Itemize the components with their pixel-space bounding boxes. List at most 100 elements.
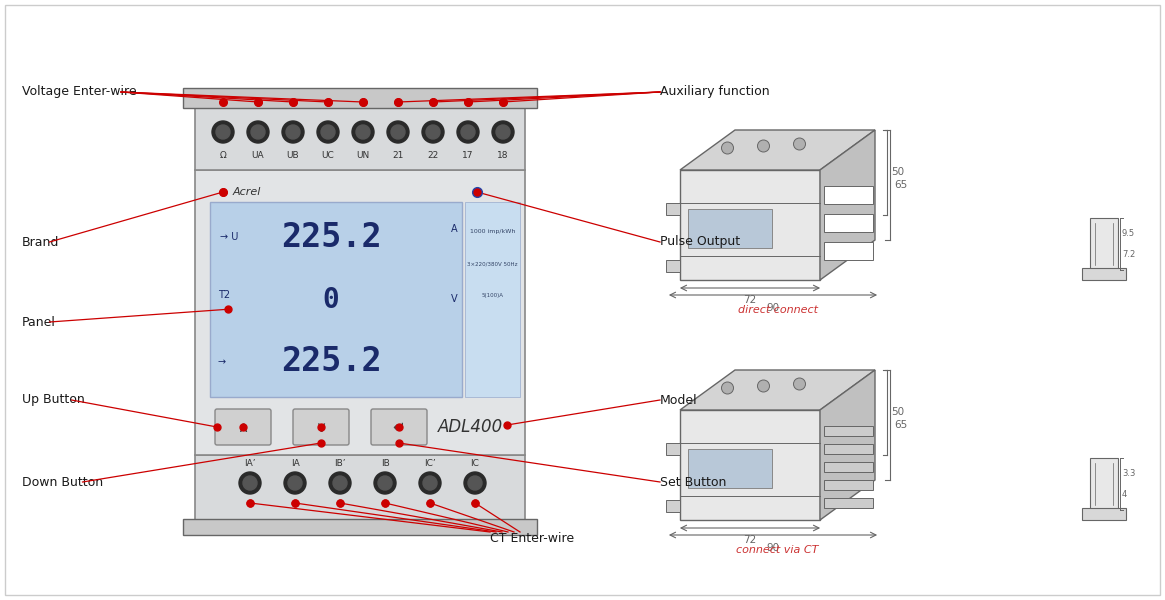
Bar	[183, 88, 537, 108]
Text: 0: 0	[323, 286, 339, 313]
Circle shape	[247, 121, 269, 143]
Bar	[666, 203, 680, 215]
Circle shape	[250, 125, 264, 139]
Text: 65: 65	[894, 420, 908, 430]
Text: 50: 50	[891, 167, 904, 178]
Text: 4: 4	[1122, 490, 1128, 499]
Bar	[824, 242, 873, 260]
Text: ↵: ↵	[393, 419, 405, 434]
Circle shape	[426, 125, 440, 139]
Bar	[1090, 458, 1118, 510]
Text: 50: 50	[891, 407, 904, 418]
Bar	[183, 519, 537, 535]
Text: 72: 72	[743, 535, 756, 545]
Circle shape	[288, 476, 302, 490]
Text: 3×220/380V 50Hz: 3×220/380V 50Hz	[467, 262, 517, 267]
Polygon shape	[680, 410, 820, 520]
Text: 5(100)A: 5(100)A	[481, 293, 503, 298]
Bar	[1082, 268, 1127, 280]
Text: Set Button: Set Button	[661, 475, 726, 488]
Text: connect via CT: connect via CT	[736, 545, 819, 555]
Bar	[195, 90, 525, 170]
Polygon shape	[680, 170, 820, 280]
Bar	[824, 480, 873, 490]
Text: Acrel: Acrel	[233, 187, 261, 197]
Circle shape	[352, 121, 374, 143]
FancyBboxPatch shape	[216, 409, 271, 445]
Circle shape	[387, 121, 409, 143]
Text: 17: 17	[463, 151, 474, 160]
Circle shape	[322, 125, 336, 139]
Circle shape	[757, 140, 770, 152]
Text: ∧: ∧	[238, 419, 248, 434]
Text: direct connect: direct connect	[737, 305, 818, 315]
Text: 3.3: 3.3	[1122, 469, 1136, 478]
Circle shape	[317, 121, 339, 143]
Polygon shape	[820, 370, 875, 520]
Bar	[195, 455, 525, 535]
Circle shape	[793, 138, 805, 150]
Circle shape	[464, 472, 486, 494]
Text: ∨: ∨	[316, 419, 326, 434]
Bar	[689, 209, 772, 248]
Circle shape	[212, 121, 234, 143]
Bar	[465, 202, 520, 397]
Circle shape	[243, 476, 257, 490]
Bar	[824, 426, 873, 436]
Text: 1000 imp/kWh: 1000 imp/kWh	[469, 229, 515, 234]
Bar	[689, 449, 772, 488]
Text: Down Button: Down Button	[22, 475, 104, 488]
Circle shape	[492, 121, 514, 143]
Circle shape	[391, 125, 405, 139]
Circle shape	[374, 472, 396, 494]
Bar	[824, 214, 873, 232]
Text: ADL400: ADL400	[438, 418, 503, 436]
Bar	[210, 202, 463, 397]
Text: 90: 90	[767, 543, 779, 553]
Polygon shape	[680, 130, 875, 170]
Text: Voltage Enter-wire: Voltage Enter-wire	[22, 85, 136, 98]
Circle shape	[496, 125, 510, 139]
Text: 7.2: 7.2	[1122, 250, 1135, 259]
Text: UN: UN	[356, 151, 369, 160]
Bar	[666, 500, 680, 512]
Circle shape	[461, 125, 475, 139]
Circle shape	[422, 121, 444, 143]
Circle shape	[423, 476, 437, 490]
Text: Ω: Ω	[220, 151, 226, 160]
Bar	[824, 444, 873, 454]
Text: Up Button: Up Button	[22, 394, 85, 407]
Bar	[824, 186, 873, 204]
Text: Model: Model	[661, 394, 698, 407]
Text: UA: UA	[252, 151, 264, 160]
Text: 90: 90	[767, 303, 779, 313]
Text: IB’: IB’	[334, 458, 346, 467]
Circle shape	[721, 382, 734, 394]
Circle shape	[282, 121, 304, 143]
Text: CT Enter-wire: CT Enter-wire	[490, 532, 574, 545]
Circle shape	[457, 121, 479, 143]
Text: 65: 65	[894, 180, 908, 190]
Text: V: V	[451, 295, 458, 304]
FancyBboxPatch shape	[294, 409, 350, 445]
Circle shape	[721, 142, 734, 154]
Circle shape	[216, 125, 230, 139]
Bar	[1082, 508, 1127, 520]
Text: → U: → U	[220, 232, 239, 242]
Bar	[1090, 218, 1118, 270]
Text: IC: IC	[471, 458, 480, 467]
Circle shape	[284, 472, 306, 494]
Text: Pulse Output: Pulse Output	[661, 235, 740, 248]
Circle shape	[333, 476, 347, 490]
Circle shape	[239, 472, 261, 494]
Text: 225.2: 225.2	[281, 221, 381, 254]
Text: IB: IB	[381, 458, 389, 467]
Text: IA’: IA’	[245, 458, 256, 467]
Circle shape	[285, 125, 301, 139]
Text: 225.2: 225.2	[281, 346, 381, 379]
Circle shape	[356, 125, 370, 139]
Text: 18: 18	[497, 151, 509, 160]
Text: Brand: Brand	[22, 235, 59, 248]
Circle shape	[329, 472, 351, 494]
Text: IC’: IC’	[424, 458, 436, 467]
